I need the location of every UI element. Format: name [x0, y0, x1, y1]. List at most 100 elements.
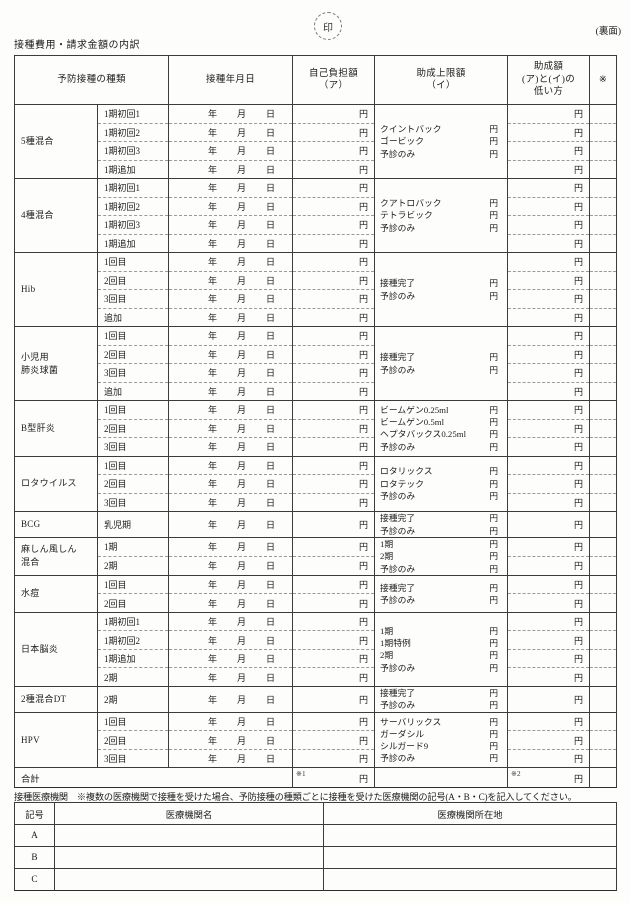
date-part: 年 [208, 146, 218, 157]
subsidy-item-yen: 円 [489, 352, 499, 363]
note-mark-cell [589, 178, 618, 197]
subsidy-item-label: 1期特例 [380, 638, 411, 649]
date-part: 年 [208, 331, 218, 342]
subsidy-line: 接種完了 円 [376, 277, 507, 289]
self-pay-yen-cell: 円 [292, 474, 376, 493]
subsidy-item-label: ビームゲン0.5ml [380, 416, 445, 427]
date-part: 年 [208, 312, 218, 323]
dose-label-cell: 3回目 [96, 363, 170, 382]
subsidy-result-yen-cell: 円 [507, 730, 591, 750]
self-pay-yen-cell: 円 [292, 363, 376, 382]
note-mark-cell [589, 648, 618, 668]
table-row: 小児用 肺炎球菌 1回目年月日円接種完了円予診のみ円円 [14, 326, 618, 401]
subsidy-item-label: 予診のみ [380, 148, 416, 159]
total-subsidy-yen: 円 [574, 773, 584, 784]
table-row: 1期追加年月日円円 [15, 648, 618, 668]
self-pay-yen-cell: 円 [292, 593, 376, 613]
note-mark-cell [589, 196, 618, 216]
date-part: 年 [208, 127, 218, 138]
subsidy-item-label: 予診のみ [380, 222, 416, 233]
date-field-cell: 年月日 [168, 574, 294, 594]
date-part: 年 [208, 238, 218, 249]
med-address-cell [323, 846, 617, 869]
dose-label-cell: 1期初回3 [96, 141, 170, 160]
total-self-pay-yen: 円 [359, 773, 369, 784]
subsidy-line: 予診のみ 円 [376, 290, 507, 302]
date-parts: 年月日 [170, 652, 292, 665]
back-side-label: (裏面) [595, 27, 621, 37]
date-parts: 年月日 [170, 107, 292, 120]
table-row: 2種混合DT 2期年月日円接種完了円予診のみ円円 [14, 685, 618, 713]
date-field-cell: 年月日 [168, 555, 294, 576]
total-self-pay-cell: ※1 円 [292, 767, 376, 788]
subsidy-item-yen: 円 [489, 650, 499, 661]
date-part: 年 [208, 368, 218, 379]
subsidy-item-yen: 円 [489, 539, 499, 549]
date-parts: 年月日 [170, 385, 292, 398]
subsidy-item-label: 予診のみ [380, 525, 416, 536]
date-field-cell: 年月日 [168, 252, 294, 271]
date-field-cell: 年月日 [168, 400, 294, 419]
subsidy-result-yen-cell: 円 [507, 418, 591, 438]
subsidy-lines: クアトロバック円テトラビック円予診のみ円 [376, 197, 507, 234]
table-row: 3回目年月日円円 [15, 363, 618, 382]
date-part: 月 [237, 754, 247, 765]
date-part: 日 [265, 598, 275, 609]
date-part: 日 [265, 694, 275, 705]
subsidy-limit-cell: サーバリックス円ガーダシル円シルガード9 円予診のみ円 [374, 711, 509, 768]
subsidy-lines: ビームゲン0.25ml 円ビームゲン0.5ml 円ヘプタバックス0.25ml 円予診の… [376, 404, 507, 453]
subsidy-result-yen-cell: 円 [507, 196, 591, 216]
note-mark-cell [589, 474, 618, 493]
subsidy-item-label: 予診のみ [380, 594, 416, 605]
dose-label-cell: 2回目 [96, 344, 170, 364]
subsidy-item-yen: 円 [489, 429, 499, 440]
table-row: 2回目年月日円円 [15, 474, 618, 493]
date-part: 日 [265, 386, 275, 397]
med-header-row: 記号 医療機関名 医療機関所在地 [14, 802, 617, 825]
note-mark-cell [589, 537, 618, 557]
date-parts: 年月日 [170, 329, 292, 342]
subsidy-result-yen-cell: 円 [507, 537, 591, 557]
date-parts: 年月日 [170, 671, 292, 684]
date-part: 日 [265, 635, 275, 646]
date-part: 年 [208, 617, 218, 628]
subsidy-line: 予診のみ 円 [376, 441, 507, 453]
subsidy-line: ロタリックス 円 [376, 465, 507, 477]
self-pay-yen-cell: 円 [292, 344, 376, 364]
subsidy-item-label: 予診のみ [380, 753, 416, 764]
dose-label-cell: 1期初回1 [96, 611, 170, 631]
date-part: 年 [208, 672, 218, 683]
date-part: 日 [265, 717, 275, 728]
note-mark-cell [589, 767, 618, 788]
note-mark-cell [589, 555, 618, 576]
subsidy-lines: サーバリックス円ガーダシル円シルガード9 円予診のみ円 [376, 716, 507, 765]
date-part: 月 [237, 127, 247, 138]
subsidy-item-yen: 円 [489, 290, 499, 301]
date-parts: 年月日 [170, 540, 292, 553]
self-pay-yen-cell: 円 [292, 141, 376, 160]
note-mark-cell [589, 159, 618, 179]
date-part: 月 [237, 442, 247, 453]
self-pay-yen-cell: 円 [292, 511, 376, 538]
vaccine-name-cell: B型肝炎 [14, 400, 98, 456]
table-row: ロタウイルス 1回目年月日円ロタリックス円ロタテック円予診のみ円円 [14, 455, 618, 512]
note-mark-cell [589, 233, 618, 253]
note-mark-cell [589, 307, 618, 327]
table-row: BCG 乳児期年月日円接種完了円予診のみ円円 [14, 511, 618, 538]
date-part: 年 [208, 423, 218, 434]
date-field-cell: 年月日 [168, 215, 294, 234]
subsidy-item-label: 接種完了 [380, 513, 416, 524]
dose-label-cell: 1回目 [96, 400, 170, 419]
date-part: 月 [237, 694, 247, 705]
subsidy-item-yen: 円 [489, 551, 499, 562]
date-part: 日 [265, 460, 275, 471]
date-part: 年 [208, 220, 218, 231]
date-part: 日 [265, 127, 275, 138]
subsidy-item-yen: 円 [489, 441, 499, 452]
self-pay-yen-cell: 円 [292, 555, 376, 576]
subsidy-line: 接種完了 円 [376, 351, 507, 363]
subsidy-result-yen-cell: 円 [507, 611, 591, 631]
date-part: 年 [208, 349, 218, 360]
subsidy-item-label: 予診のみ [380, 563, 416, 574]
date-part: 日 [265, 561, 275, 572]
